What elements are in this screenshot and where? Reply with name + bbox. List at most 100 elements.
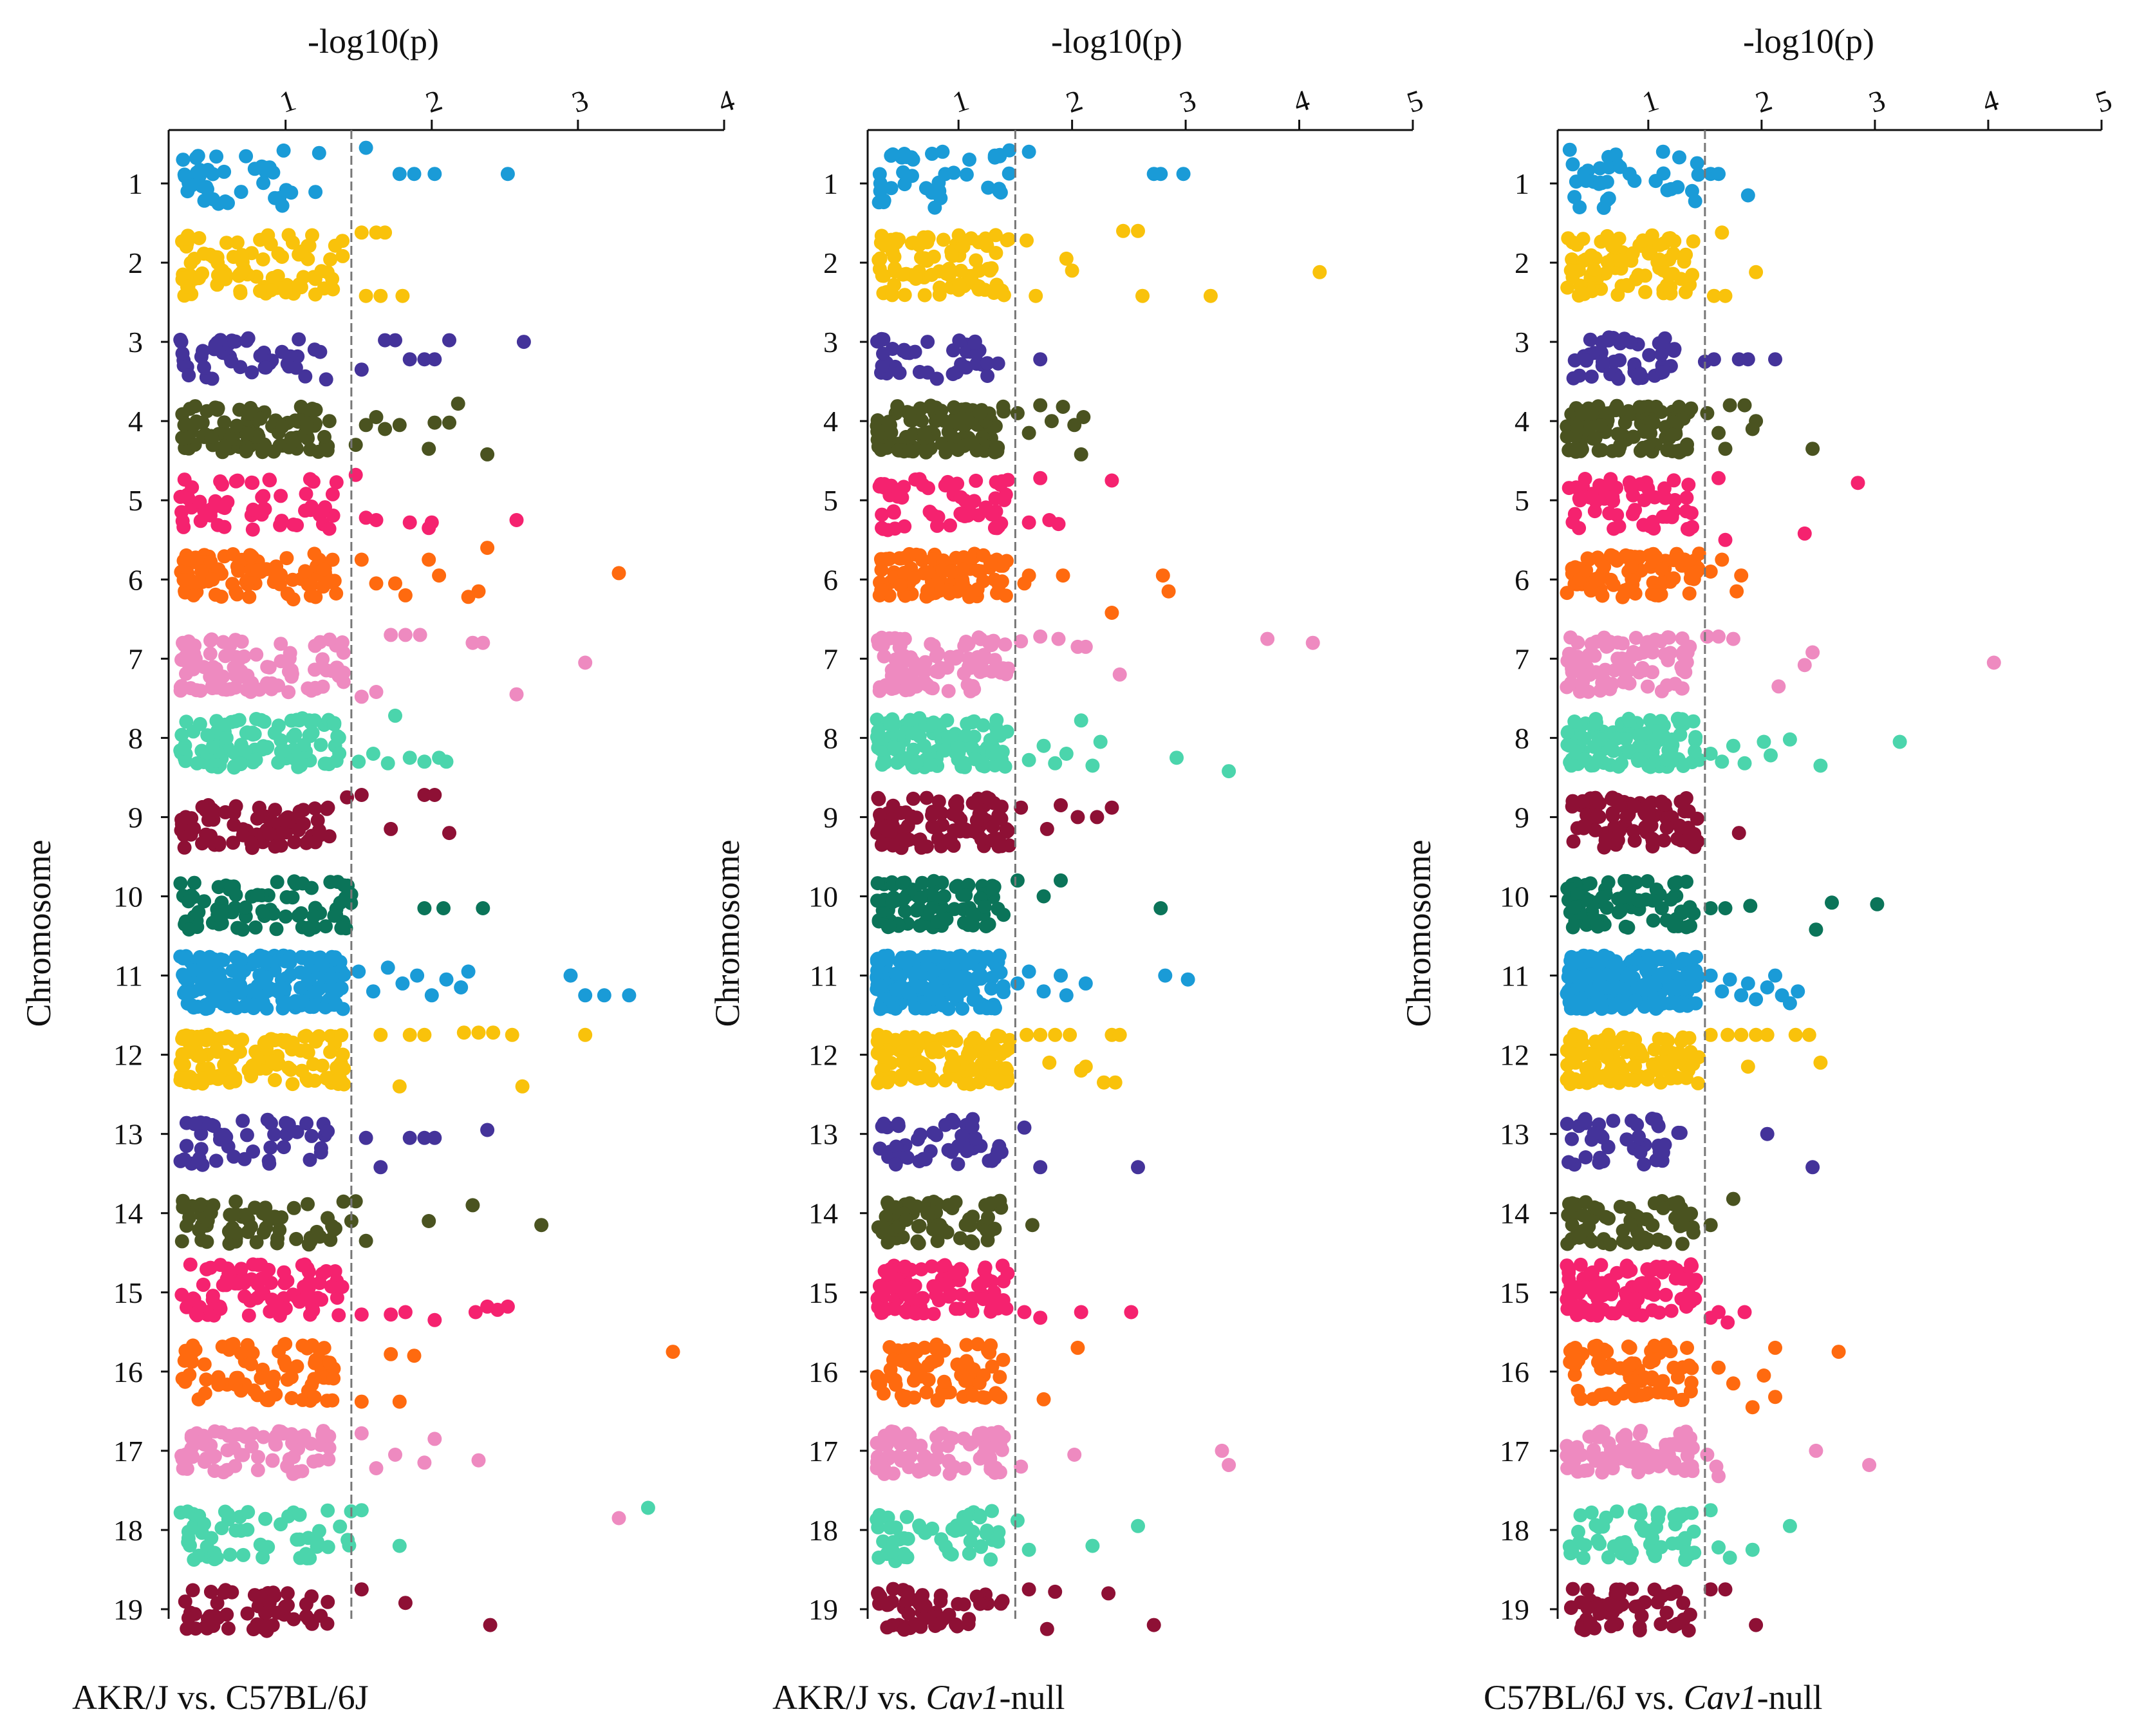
y-tick-label: 8	[128, 722, 143, 754]
data-point	[981, 180, 996, 195]
data-point-significant	[380, 756, 395, 770]
data-point	[951, 1157, 965, 1171]
data-point	[174, 1234, 189, 1249]
data-point	[325, 487, 340, 501]
data-point	[1594, 955, 1609, 969]
data-point	[227, 759, 241, 774]
data-point	[319, 372, 333, 387]
data-point	[897, 1549, 912, 1564]
data-point	[938, 1073, 953, 1088]
data-point	[1614, 254, 1628, 268]
data-point	[915, 553, 930, 568]
data-point	[268, 1073, 282, 1087]
data-point	[258, 1511, 273, 1526]
data-point-significant	[500, 1299, 515, 1314]
data-point	[1647, 1042, 1662, 1057]
data-point-significant	[398, 588, 413, 602]
data-point	[1642, 348, 1657, 362]
data-point-significant	[392, 1394, 407, 1409]
data-point	[889, 982, 904, 997]
data-point	[278, 1301, 293, 1316]
data-point	[188, 1621, 203, 1636]
data-point	[895, 875, 910, 890]
data-point-significant	[384, 1307, 398, 1322]
data-point	[926, 1126, 940, 1140]
data-point	[210, 1596, 225, 1610]
data-point	[1611, 760, 1626, 774]
data-point	[289, 1231, 304, 1246]
data-point	[1000, 724, 1014, 739]
data-point-significant	[388, 1448, 402, 1462]
data-point	[937, 1343, 951, 1358]
data-point	[951, 228, 966, 243]
data-point	[877, 238, 892, 253]
data-point	[248, 920, 263, 935]
data-point	[967, 950, 982, 964]
data-point	[965, 796, 980, 810]
data-point	[213, 1302, 228, 1316]
data-point	[296, 816, 311, 831]
chromosome-5-points	[872, 471, 1119, 537]
data-point	[313, 1141, 328, 1155]
data-point-significant	[1740, 188, 1755, 203]
data-point	[953, 490, 968, 505]
x-tick-label: 3	[1175, 83, 1200, 119]
data-point	[192, 231, 207, 245]
data-point	[969, 357, 984, 371]
data-point	[1641, 439, 1655, 454]
data-point	[1568, 900, 1583, 915]
x-tick-label: 2	[422, 83, 446, 119]
data-point	[1002, 143, 1017, 158]
y-tick-label: 11	[1501, 960, 1529, 993]
data-point	[295, 1258, 310, 1273]
data-point	[185, 1354, 200, 1369]
data-point	[917, 1612, 931, 1626]
data-point	[316, 562, 331, 577]
data-point	[183, 1257, 198, 1272]
data-point	[945, 248, 959, 263]
data-point	[1577, 286, 1592, 301]
data-point-significant	[1105, 473, 1119, 488]
data-point-significant	[1740, 976, 1755, 991]
data-point	[308, 185, 323, 200]
data-point	[873, 1002, 888, 1016]
data-point	[1677, 952, 1692, 967]
y-tick-label: 17	[1500, 1435, 1529, 1468]
data-point	[875, 757, 890, 772]
data-point	[180, 279, 194, 294]
chromosome-12-points	[173, 1025, 593, 1094]
data-point	[870, 893, 884, 908]
data-point	[303, 503, 318, 518]
data-point	[992, 182, 1007, 196]
data-point	[284, 713, 299, 728]
data-point	[189, 575, 203, 590]
data-point	[174, 1448, 189, 1463]
data-point	[228, 714, 243, 729]
data-point	[275, 250, 290, 264]
data-point	[1660, 678, 1674, 693]
data-point	[1625, 1114, 1639, 1128]
data-point	[906, 1069, 921, 1084]
data-point	[176, 554, 191, 568]
data-point	[239, 333, 254, 348]
data-point	[948, 1195, 963, 1209]
data-point-significant	[1158, 968, 1173, 983]
data-point	[284, 666, 299, 680]
data-point	[292, 1532, 307, 1547]
data-point	[1619, 1132, 1634, 1147]
data-point	[205, 802, 219, 817]
data-point-significant	[1745, 422, 1760, 436]
data-point-significant	[1112, 667, 1127, 682]
data-point	[215, 1339, 230, 1354]
data-point	[1610, 635, 1625, 650]
data-point-significant	[398, 1596, 413, 1610]
data-point	[255, 904, 270, 919]
data-point	[303, 1307, 317, 1322]
data-point	[1659, 820, 1674, 835]
data-point	[179, 1028, 194, 1043]
data-point	[249, 712, 264, 726]
data-point	[928, 949, 942, 964]
data-point	[230, 235, 245, 250]
data-point	[1584, 369, 1599, 384]
data-point	[235, 1032, 250, 1047]
